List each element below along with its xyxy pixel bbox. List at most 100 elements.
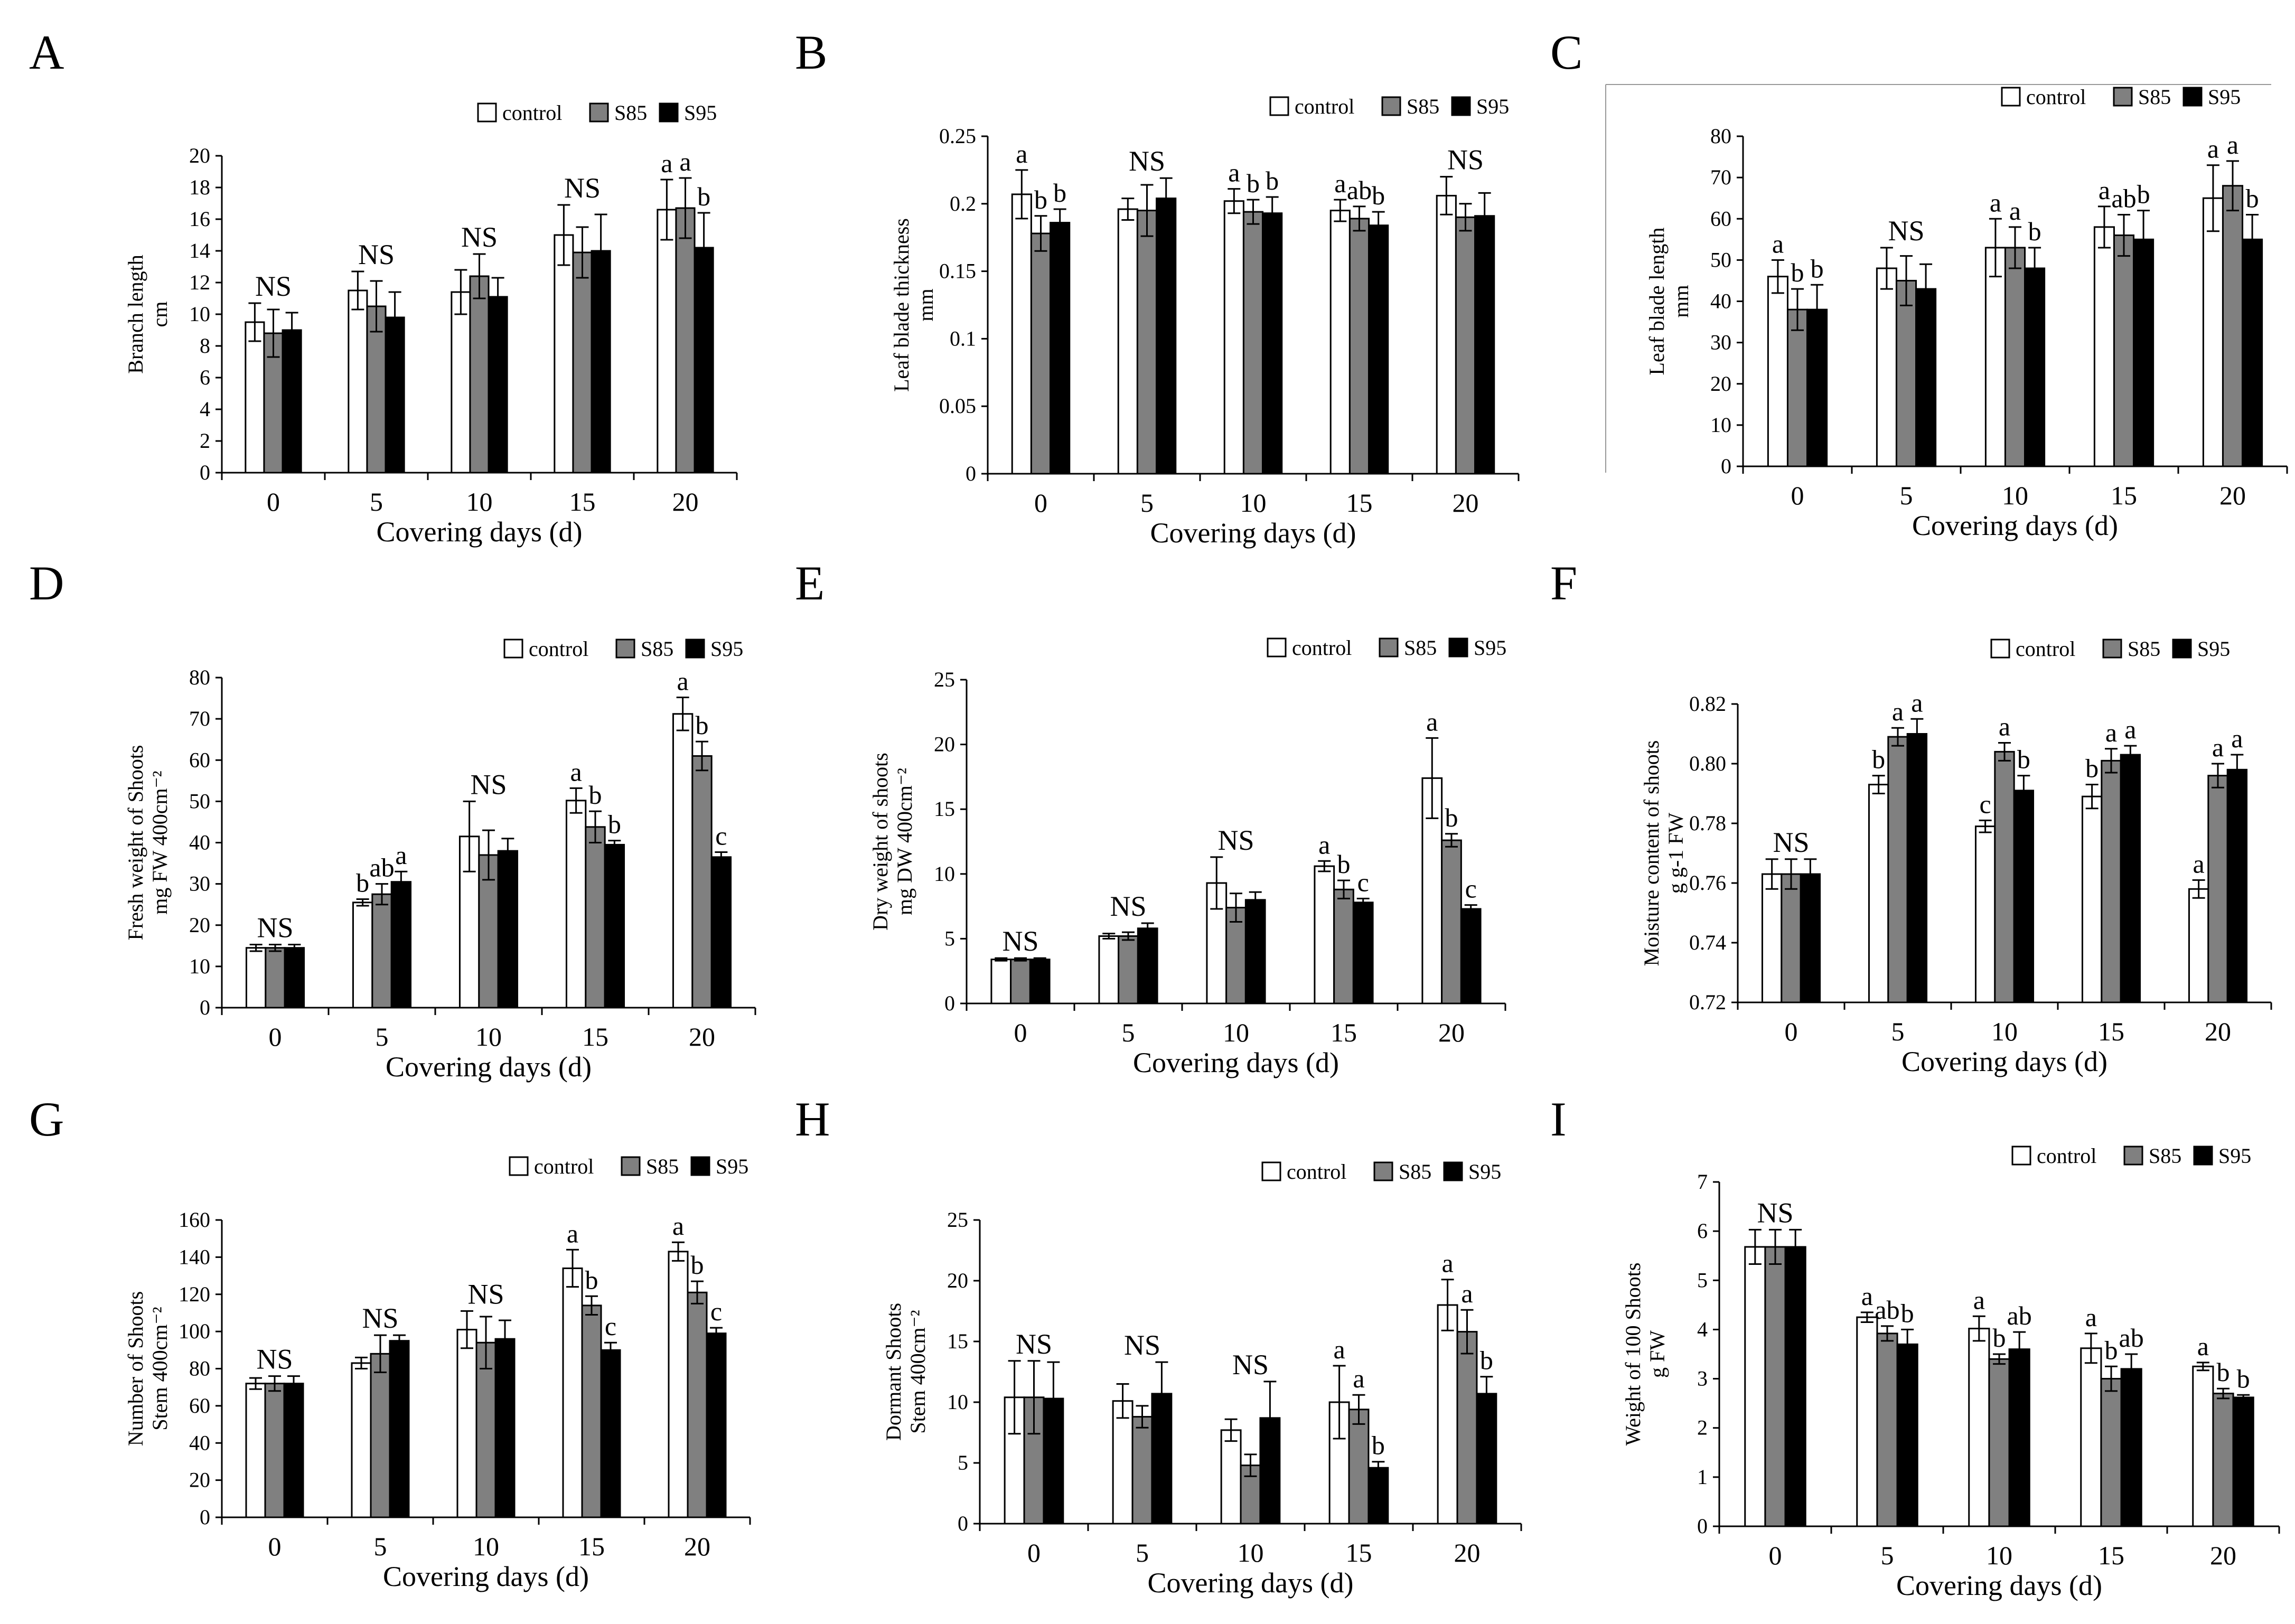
legend-swatch-s95 (1443, 1161, 1463, 1181)
error-bar (608, 840, 621, 850)
bar-control-15 (2093, 226, 2115, 467)
bar-s95-20 (2226, 768, 2248, 1003)
legend-label-s95: S95 (1476, 95, 1509, 118)
panel-label-g: G (29, 1092, 64, 1146)
legend-label-s85: S85 (2128, 637, 2160, 661)
error-bar (2192, 879, 2205, 899)
error-bar (2017, 775, 2030, 806)
significance-label: b (1872, 745, 1885, 774)
significance-label: b (2217, 1357, 2230, 1387)
y-tick-label: 25 (947, 1208, 968, 1232)
y-tick-label: 15 (934, 797, 955, 821)
significance-label: a (679, 147, 691, 176)
bar-s85-5 (1131, 1416, 1153, 1525)
significance-label: a (1228, 158, 1240, 187)
error-bar (566, 1248, 579, 1288)
significance-label: a (2009, 196, 2021, 226)
y-axis-title-line: g FW (1645, 1330, 1669, 1378)
y-tick-label: 0.78 (1689, 811, 1726, 835)
error-bar (2196, 1362, 2209, 1372)
bar-s95-20 (710, 856, 732, 1009)
x-tick-label: 5 (376, 1022, 389, 1052)
significance-label: ab (2111, 183, 2136, 213)
legend-label-s85: S85 (2149, 1144, 2181, 1168)
significance-label: b (1372, 1431, 1385, 1460)
error-bar (679, 177, 692, 239)
error-bar (463, 800, 476, 872)
significance-label: NS (1232, 1349, 1269, 1381)
legend-label-s95: S95 (716, 1154, 748, 1178)
error-bar (2084, 1332, 2097, 1364)
significance-label: b (1480, 1346, 1493, 1375)
x-tick-label: 10 (1223, 1018, 1249, 1047)
error-bar (676, 697, 689, 731)
bar-s85-5 (1136, 210, 1158, 475)
y-axis-title-line: mm (914, 288, 938, 321)
bar-control-5 (352, 902, 373, 1009)
bar-control-0 (1761, 873, 1783, 1003)
bar-s95-5 (1906, 733, 1928, 1003)
significance-label: a (2085, 1302, 2097, 1332)
error-bar (1464, 904, 1477, 914)
error-bar (482, 829, 495, 881)
y-axis-title: Leaf blade lengthmm (1645, 228, 1693, 376)
legend-label-s95: S95 (1474, 636, 1506, 660)
significance-label: a (1318, 830, 1330, 859)
legend-swatch-s85 (2113, 87, 2133, 107)
significance-label: a (1016, 139, 1027, 168)
significance-label: b (1266, 166, 1279, 195)
error-bar (2118, 213, 2130, 257)
bar-s95-5 (389, 1340, 410, 1518)
error-bar (576, 226, 589, 279)
error-bar (1426, 737, 1439, 819)
legend-swatch-control (509, 1156, 529, 1176)
error-bar (1027, 1360, 1041, 1435)
significance-label: b (356, 868, 369, 898)
error-bar (1811, 284, 1824, 335)
error-bar (1141, 922, 1154, 935)
error-bar (393, 1334, 406, 1347)
bar-control-20 (1437, 1304, 1458, 1525)
significance-label: b (2137, 180, 2150, 209)
error-bar (1352, 1394, 1365, 1425)
bar-s85-20 (1441, 839, 1462, 1005)
error-bar (1979, 819, 1992, 833)
bar-s85-15 (581, 1304, 602, 1518)
significance-label: NS (1217, 824, 1254, 856)
bar-s95-20 (1476, 1393, 1497, 1525)
error-bar (2013, 1331, 2026, 1367)
significance-label: c (605, 1311, 616, 1341)
legend-swatch-s95 (1448, 637, 1468, 658)
bar-control-0 (245, 1383, 266, 1518)
bar-s85-10 (1225, 907, 1247, 1005)
x-tick-label: 5 (1140, 488, 1154, 518)
error-bar (1353, 205, 1366, 232)
error-bar (249, 943, 263, 952)
y-axis-title: Dormant ShootsStem 400cm⁻² (882, 1303, 930, 1441)
significance-label: b (691, 1250, 704, 1280)
significance-label: b (2028, 217, 2041, 246)
error-bar (1333, 1365, 1346, 1440)
significance-label: b (1337, 849, 1351, 879)
error-bar (1121, 198, 1135, 221)
y-tick-label: 0 (200, 1505, 210, 1529)
significance-label: a (2212, 733, 2224, 762)
significance-label: a (2197, 1331, 2209, 1361)
significance-label: NS (1129, 145, 1165, 177)
error-bar (473, 253, 486, 299)
error-bar (501, 838, 514, 865)
legend-label-control: control (502, 101, 562, 125)
error-bar (594, 213, 607, 288)
error-bar (1901, 1328, 1914, 1360)
bar-s95-10 (1244, 899, 1266, 1005)
significance-label: NS (362, 1302, 398, 1334)
bar-s85-5 (1887, 736, 1908, 1003)
y-tick-label: 0.80 (1689, 752, 1726, 775)
error-bar (2009, 226, 2021, 269)
error-bar (388, 291, 401, 344)
panel-label-e: E (795, 556, 825, 610)
bar-s95-15 (604, 843, 625, 1009)
bar-control-5 (1876, 267, 1897, 467)
x-axis-title: Covering days (d) (1148, 1567, 1354, 1599)
